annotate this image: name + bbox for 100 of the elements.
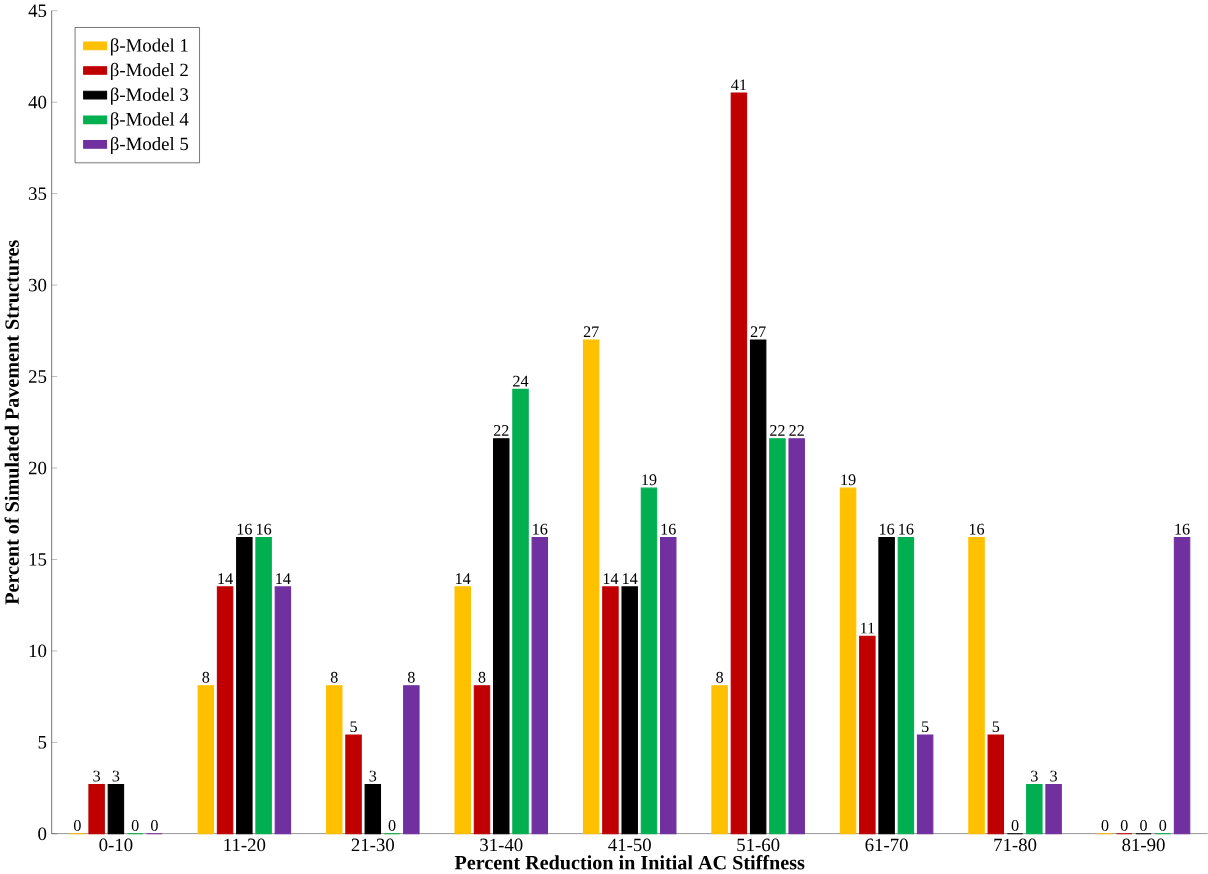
y-tick-label: 20 <box>28 461 47 475</box>
bar <box>730 92 748 835</box>
bar <box>531 536 549 835</box>
y-tick-label: 45 <box>28 4 47 18</box>
data-label: 14 <box>603 573 619 584</box>
data-label: 3 <box>112 770 120 782</box>
bar <box>512 388 529 835</box>
bar <box>968 536 985 835</box>
x-tick-label: 61-70 <box>865 838 908 852</box>
legend-label: β-Model 1 <box>111 38 188 56</box>
bar <box>274 586 292 835</box>
x-tick-label: 41-50 <box>608 838 651 852</box>
y-tick-label: 30 <box>29 278 47 292</box>
bar <box>602 586 619 835</box>
x-tick-label: 21-30 <box>351 838 395 852</box>
y-tick-label: 35 <box>29 187 47 200</box>
data-label: 0 <box>1120 819 1128 831</box>
data-label: 5 <box>922 721 929 733</box>
bar <box>916 734 934 835</box>
x-tick-label: 0-10 <box>99 838 133 852</box>
data-label: 22 <box>493 425 509 436</box>
bar <box>839 487 857 835</box>
data-label: 41 <box>731 79 746 91</box>
data-label: 0 <box>73 819 81 831</box>
bar <box>711 685 728 835</box>
data-label: 16 <box>256 523 272 535</box>
data-label: 22 <box>789 425 804 436</box>
bar <box>788 438 805 835</box>
y-tick-label: 0 <box>38 827 47 841</box>
bar <box>255 536 272 835</box>
data-label: 0 <box>1140 819 1147 831</box>
data-label: 8 <box>330 671 338 683</box>
legend-label: β-Model 3 <box>111 87 189 105</box>
data-label: 3 <box>369 770 377 782</box>
data-label: 16 <box>1175 523 1190 535</box>
data-label: 16 <box>237 523 252 535</box>
x-tick-label: 71-80 <box>994 838 1037 852</box>
y-tick-label: 15 <box>29 553 47 566</box>
bar <box>403 685 420 835</box>
y-tick-label: 40 <box>28 95 47 109</box>
bar <box>1026 783 1043 835</box>
x-axis-title: Percent Reduction in Initial AC Stiffness <box>454 855 805 870</box>
data-label: 19 <box>642 474 657 486</box>
bar <box>326 685 343 835</box>
x-tick-label: 51-60 <box>737 838 780 852</box>
bar <box>216 586 234 835</box>
data-label: 22 <box>770 425 785 436</box>
data-label: 3 <box>93 770 101 782</box>
bar <box>197 685 215 835</box>
bar <box>640 487 658 835</box>
y-tick-label: 10 <box>29 644 47 658</box>
data-label: 5 <box>350 721 357 733</box>
y-axis-title: Percent of Simulated Pavement Structures <box>4 240 19 605</box>
x-tick-label: 31-40 <box>480 838 523 852</box>
data-label: 14 <box>218 573 233 584</box>
bar <box>859 635 876 835</box>
data-label: 0 <box>151 819 158 831</box>
legend-label: β-Model 4 <box>111 112 189 130</box>
data-label: 0 <box>131 819 139 831</box>
data-label: 8 <box>716 671 724 683</box>
data-label: 27 <box>583 326 599 338</box>
y-tick-label: 5 <box>38 736 47 749</box>
x-tick-label: 11-20 <box>224 838 266 852</box>
data-label: 0 <box>1159 819 1167 831</box>
y-tick-label: 25 <box>28 370 47 383</box>
bar <box>1045 783 1062 835</box>
bar <box>454 586 471 835</box>
data-label: 16 <box>879 523 895 535</box>
bar <box>88 783 105 835</box>
data-label: 8 <box>478 671 486 683</box>
data-label: 14 <box>623 573 638 584</box>
x-tick-label: 81-90 <box>1122 838 1165 852</box>
data-label: 3 <box>1050 770 1058 782</box>
bar <box>582 339 600 835</box>
data-label: 0 <box>388 819 396 831</box>
legend-label: β-Model 5 <box>111 136 189 155</box>
bar <box>769 438 786 835</box>
data-label: 16 <box>899 523 914 535</box>
data-label: 24 <box>513 375 529 387</box>
bar <box>345 734 362 835</box>
data-label: 16 <box>533 523 548 535</box>
data-label: 0 <box>1101 819 1109 831</box>
bar <box>897 536 915 835</box>
data-label: 16 <box>969 523 985 535</box>
data-label: 19 <box>841 474 856 486</box>
bar <box>1173 536 1191 835</box>
bar <box>660 536 677 835</box>
data-label: 14 <box>276 573 291 584</box>
bar <box>473 685 491 835</box>
legend-label: β-Model 2 <box>111 62 188 81</box>
data-label: 27 <box>750 326 766 338</box>
data-label: 5 <box>992 721 1000 733</box>
bar <box>987 734 1005 835</box>
data-label: 8 <box>202 671 210 683</box>
data-label: 3 <box>1031 770 1038 782</box>
data-label: 11 <box>861 622 875 634</box>
data-label: 0 <box>1011 819 1019 831</box>
data-label: 16 <box>661 523 676 535</box>
data-label: 14 <box>456 573 471 584</box>
data-label: 8 <box>407 671 415 683</box>
